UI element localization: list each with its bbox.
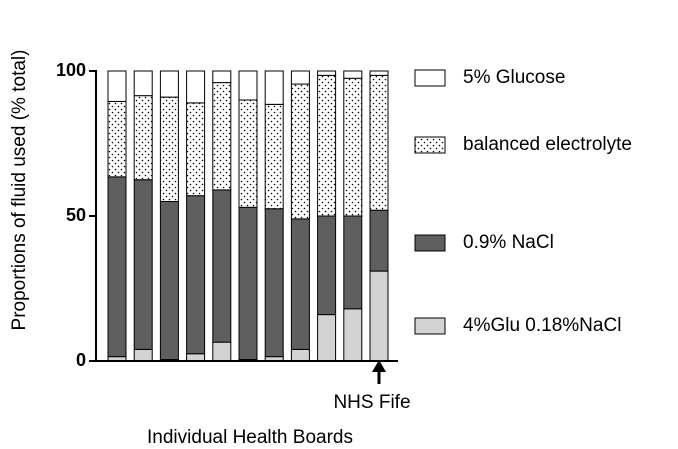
bar-segment xyxy=(186,102,206,197)
bar-segment xyxy=(107,176,127,358)
bar-segment xyxy=(212,189,232,343)
legend-swatch xyxy=(414,136,446,154)
bar-segment xyxy=(133,348,153,362)
bar-segment xyxy=(369,74,389,211)
bar-segment xyxy=(186,353,206,362)
bar-segment xyxy=(238,70,258,101)
y-tick-label: 50 xyxy=(66,205,86,225)
bar-segment xyxy=(186,195,206,355)
bar-segment xyxy=(238,206,258,361)
bar-segment xyxy=(133,179,153,350)
y-tick-label: 100 xyxy=(56,60,86,80)
bar-segment xyxy=(369,70,389,76)
bar-segment xyxy=(212,341,232,362)
bar-segment xyxy=(186,70,206,104)
bar-segment xyxy=(133,70,153,97)
bar-segment xyxy=(264,70,284,105)
bar-segment xyxy=(159,70,179,98)
bar-segment xyxy=(343,308,363,362)
bar-segment xyxy=(343,215,363,310)
bar-segment xyxy=(159,201,179,361)
bar-segment xyxy=(317,215,337,316)
legend-label: 4%Glu 0.18%NaCl xyxy=(463,315,621,336)
bar-segment xyxy=(238,99,258,208)
y-axis-title: Proportions of fluid used (% total) xyxy=(9,50,30,331)
bar-segment xyxy=(369,270,389,362)
bar-segment xyxy=(369,209,389,272)
bar-segment xyxy=(290,348,310,362)
bar-segment xyxy=(133,95,153,181)
bar-segment xyxy=(317,314,337,362)
bar-segment xyxy=(343,70,363,79)
annotation: NHS Fife xyxy=(333,392,410,413)
bar-segment xyxy=(317,70,337,76)
bar-segment xyxy=(107,100,127,178)
bar-segment xyxy=(264,208,284,358)
legend-swatch xyxy=(414,317,446,335)
bar-segment xyxy=(159,96,179,202)
bar-segment xyxy=(290,218,310,350)
bar-segment xyxy=(212,70,232,84)
bar-segment xyxy=(264,103,284,210)
legend-label: 5% Glucose xyxy=(463,67,565,88)
bar-segment xyxy=(212,82,232,191)
legend-label: balanced electrolyte xyxy=(463,134,632,155)
bar-segment xyxy=(107,70,127,102)
bar-segment xyxy=(290,70,310,85)
bar-segment xyxy=(290,83,310,220)
bar-segment xyxy=(317,74,337,217)
legend-swatch xyxy=(414,69,446,87)
legend-swatch xyxy=(414,234,446,252)
y-tick-label: 0 xyxy=(76,350,86,370)
x-axis-title: Individual Health Boards xyxy=(147,427,353,448)
legend-label: 0.9% NaCl xyxy=(463,232,554,253)
annotation-arrowhead xyxy=(372,360,386,372)
bar-segment xyxy=(343,77,363,217)
